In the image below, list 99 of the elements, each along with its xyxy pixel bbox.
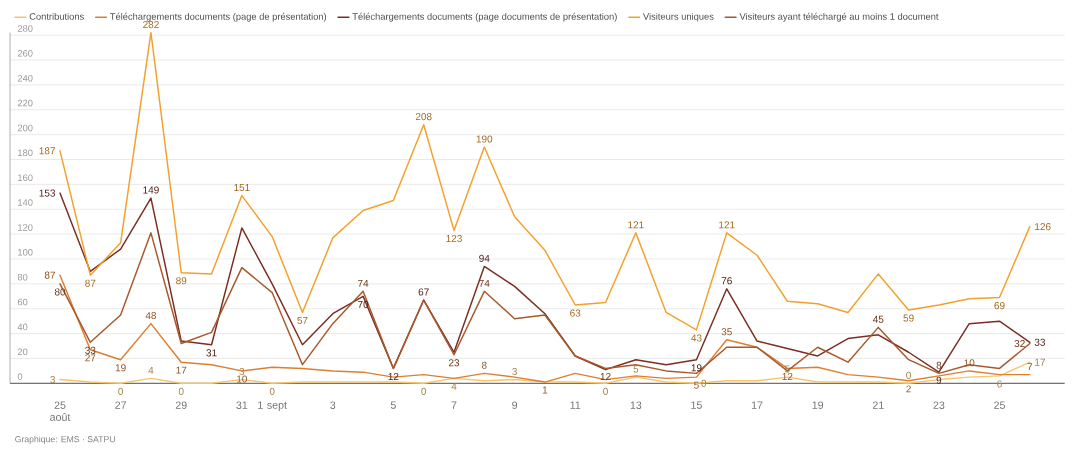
- data-label: 12: [600, 372, 611, 380]
- x-tick-label: 31: [236, 401, 248, 409]
- y-tick-label: 0: [17, 373, 23, 380]
- data-label: 151: [234, 184, 250, 192]
- data-label: 23: [448, 359, 460, 367]
- data-label: 6: [997, 380, 1002, 388]
- data-label: 0: [269, 387, 275, 395]
- data-label: 45: [872, 315, 884, 323]
- x-tick-label: 17: [751, 401, 763, 409]
- data-label: 67: [418, 288, 429, 296]
- data-label: 5: [633, 365, 639, 373]
- y-tick-label: 80: [17, 273, 28, 281]
- data-label: 35: [721, 328, 732, 336]
- data-label: 9: [936, 376, 942, 384]
- data-label: 43: [691, 334, 702, 342]
- data-label: 19: [115, 364, 126, 372]
- legend-label: Téléchargements documents (page documents de présentation): [352, 12, 617, 22]
- data-label: 76: [721, 277, 732, 285]
- data-label: 1: [542, 386, 548, 394]
- text: Graphique: EMS · SATPU: [15, 435, 115, 444]
- data-label: 27: [85, 354, 96, 362]
- legend-label: Téléchargements documents (page de présentation): [110, 12, 327, 22]
- data-label: 0: [701, 379, 707, 387]
- data-label: 149: [143, 186, 159, 194]
- data-label: 5: [694, 381, 699, 389]
- data-label: 10: [964, 359, 975, 367]
- y-tick-label: 220: [17, 99, 33, 107]
- data-label: 282: [143, 21, 159, 29]
- x-tick-label: 13: [630, 401, 642, 409]
- y-tick-label: 40: [17, 323, 28, 331]
- y-tick-label: 140: [18, 199, 33, 206]
- data-label: 121: [719, 221, 735, 229]
- x-tick-label: 5: [390, 401, 396, 409]
- x-tick-label: 29: [175, 401, 187, 409]
- data-label: 190: [476, 135, 493, 143]
- data-label: 87: [44, 271, 55, 279]
- data-label: 2: [906, 385, 911, 393]
- data-label: 0: [178, 387, 184, 395]
- data-label: 74: [358, 279, 369, 287]
- data-label: 69: [994, 302, 1005, 310]
- data-label: 33: [1034, 338, 1046, 346]
- data-label: 3: [512, 367, 517, 376]
- data-label: 7: [1027, 363, 1033, 371]
- data-label: 5: [784, 365, 790, 373]
- y-tick-label: 280: [17, 25, 33, 32]
- x-tick-label: 25 août: [50, 401, 71, 421]
- legend-label: Visiteurs uniques: [643, 12, 714, 22]
- x-tick-label: 1 sept: [258, 401, 287, 411]
- data-label: 3: [239, 367, 245, 376]
- data-label: 4: [148, 366, 154, 374]
- x-tick-label: 21: [872, 401, 884, 409]
- x-tick-label: 11: [570, 401, 581, 409]
- data-label: 32: [1014, 340, 1025, 348]
- x-tick-label: 23: [933, 401, 945, 409]
- x-tick-label: 27: [115, 401, 127, 409]
- legend-label: Visiteurs ayant téléchargé au moins 1 document: [739, 12, 939, 22]
- data-label: 0: [906, 371, 911, 379]
- x-tick-label: 7: [451, 401, 457, 409]
- data-label: 153: [39, 189, 56, 197]
- data-label: 31: [206, 349, 217, 357]
- x-tick-label: 15: [691, 401, 702, 409]
- data-label: 187: [39, 147, 55, 155]
- x-tick-label: 25: [994, 401, 1005, 409]
- data-label: 19: [691, 364, 702, 372]
- data-label: 63: [570, 309, 581, 317]
- y-tick-label: 120: [18, 224, 33, 231]
- data-label: 17: [176, 366, 187, 374]
- data-label: 48: [145, 312, 157, 320]
- y-tick-label: 180: [18, 149, 33, 157]
- data-label: 8: [936, 361, 942, 369]
- x-tick-label: 19: [812, 401, 824, 409]
- data-label: 94: [479, 254, 490, 262]
- data-label: 8: [481, 361, 487, 369]
- data-label: 59: [903, 314, 914, 322]
- data-label: 74: [479, 279, 490, 287]
- data-label: 10: [237, 375, 248, 383]
- y-tick-label: 160: [18, 174, 33, 181]
- y-tick-label: 260: [17, 50, 33, 57]
- data-label: 121: [628, 221, 644, 229]
- data-label: 57: [297, 316, 308, 324]
- data-label: 0: [118, 387, 124, 395]
- y-tick-label: 200: [17, 124, 33, 132]
- x-tick-label: 9: [512, 401, 518, 409]
- y-tick-label: 20: [17, 348, 28, 356]
- x-tick-label: 3: [330, 401, 336, 409]
- data-label: 126: [1035, 223, 1051, 231]
- legend-label: Contributions: [29, 12, 84, 20]
- data-label: 208: [415, 113, 432, 121]
- y-tick-label: 60: [17, 298, 28, 306]
- y-tick-label: 240: [17, 74, 33, 82]
- data-label: 0: [421, 387, 427, 395]
- y-tick-label: 100: [18, 249, 33, 256]
- data-label: 89: [176, 277, 187, 285]
- data-label: 123: [446, 234, 462, 242]
- data-label: 0: [603, 387, 608, 395]
- data-label: 17: [1035, 358, 1045, 366]
- data-label: 3: [50, 376, 56, 384]
- data-label: 87: [85, 279, 96, 287]
- data-label: 4: [451, 382, 457, 390]
